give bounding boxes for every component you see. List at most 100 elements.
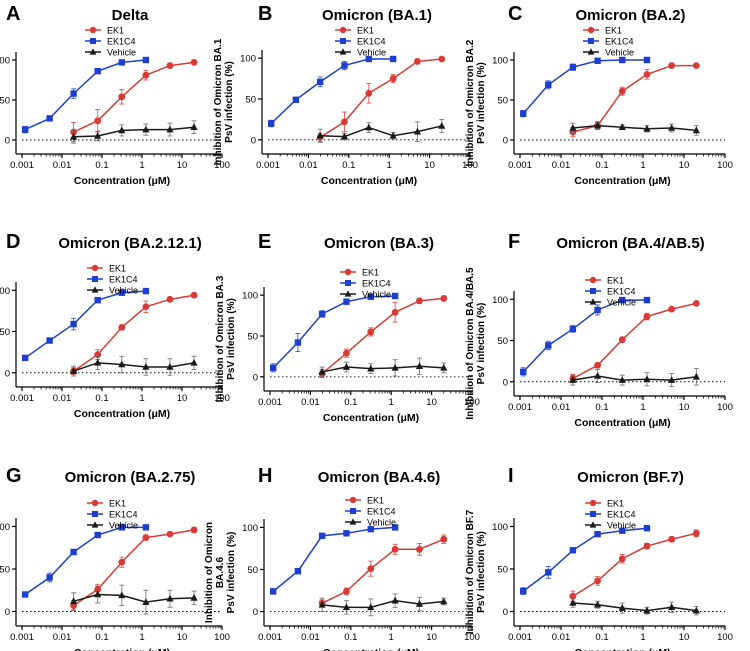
x-tick-label: 0.01 [53,393,72,404]
series-line [572,375,697,381]
series-vehicle [569,598,700,616]
legend-label: Vehicle [107,48,136,58]
series-line [522,299,647,373]
data-point [569,325,577,333]
series-ek1c4 [520,525,651,595]
y-axis-label-line: PsV infection (%) [476,303,487,385]
x-tick-label: 0.01 [552,632,571,643]
data-point [569,124,577,131]
data-point [692,372,700,380]
data-point [569,547,577,554]
data-point [343,349,350,357]
x-axis-label: Concentration (μM) [74,647,170,651]
data-point [643,71,651,78]
series-line [522,527,648,592]
data-point [46,337,53,344]
series-line [73,294,195,372]
data-point [341,118,348,126]
series-ek1c4 [269,292,399,373]
legend-label: EK1 [607,499,624,509]
legend-label: EK1C4 [109,510,138,520]
series-line [321,538,445,604]
panel-letter: C [508,3,522,25]
data-point [618,123,626,130]
series-vehicle [70,584,198,615]
y-axis-label-line: PsV infection (%) [226,532,237,614]
legend-marker [590,288,596,294]
x-axis-label-text: Concentration ( [74,647,152,651]
data-point [118,360,126,368]
data-point [643,296,651,304]
legend-marker [339,26,347,34]
legend-marker [92,511,98,517]
y-axis-label-line: Inhibition of Omicron BA.4/BA.5 [465,267,476,420]
series-ek1 [569,62,700,138]
y-tick-label: 0 [253,372,258,383]
data-point [166,362,174,370]
legend-label: Vehicle [607,298,636,308]
series-ek1c4 [21,524,150,598]
data-point [166,594,174,602]
data-point [593,121,602,129]
legend-marker [89,48,97,55]
data-point [94,68,101,75]
data-point [367,565,375,573]
y-axis-label-line: Inhibition of Omicron BA.2 [465,39,476,166]
x-tick-label: 10 [177,160,188,171]
data-point [166,530,174,538]
data-point [343,587,350,595]
data-point [142,598,150,605]
series-line [270,58,394,125]
y-tick-label: 100 [492,56,508,67]
data-point [94,296,101,304]
x-axis-label-unit: μM [652,417,667,429]
data-point [594,530,601,538]
data-point [643,375,651,383]
data-point [692,529,700,537]
data-point [440,535,448,543]
x-tick-label: 0.1 [344,397,357,408]
series-line [73,593,195,603]
data-point [94,531,101,539]
x-axis-label-close: ) [416,412,420,424]
x-axis-label: Concentration (μM) [321,175,417,187]
series-line [73,61,195,133]
x-tick-label: 0.01 [299,160,318,171]
x-axis-label-close: ) [667,647,671,651]
x-axis-label-text: Concentration ( [74,408,152,420]
data-point [569,376,577,383]
series-vehicle [316,118,446,143]
legend-label: Vehicle [109,286,138,296]
series-line [322,599,444,609]
data-point [70,597,78,605]
x-tick-label: 0.1 [95,632,108,643]
x-axis-label-close: ) [667,175,671,187]
x-tick-label: 1 [640,160,645,171]
data-point [438,121,446,129]
x-axis-label: Concentration (μM) [574,647,670,651]
legend-label: EK1 [362,268,379,278]
chart-panel-h: H Omicron (BA.4.6) 0 50 100 0.001 0.01 0.1 1 10 10… [204,465,480,651]
x-axis-label: Concentration (μM) [74,175,170,187]
data-point [190,291,198,299]
legend-marker [587,48,595,55]
chart-panel-e: E Omicron (BA.3) 0 50 100 0.001 0.01 0.1 1 10 100 C… [215,231,480,424]
data-point [294,339,302,346]
legend-marker [345,280,351,286]
series-vehicle [70,120,198,144]
panel-letter: F [508,231,520,253]
data-point [190,358,198,366]
x-tick-label: 100 [462,160,478,171]
legend-marker [590,511,596,517]
data-point [190,526,198,534]
data-point [569,599,577,606]
x-tick-label: 10 [177,632,188,643]
data-point [142,71,150,79]
data-point [618,555,626,563]
x-tick-label: 100 [214,393,230,404]
data-point [668,62,676,69]
x-tick-label: 0.1 [342,160,355,171]
x-tick-label: 100 [464,632,480,643]
x-tick-label: 100 [717,160,733,171]
